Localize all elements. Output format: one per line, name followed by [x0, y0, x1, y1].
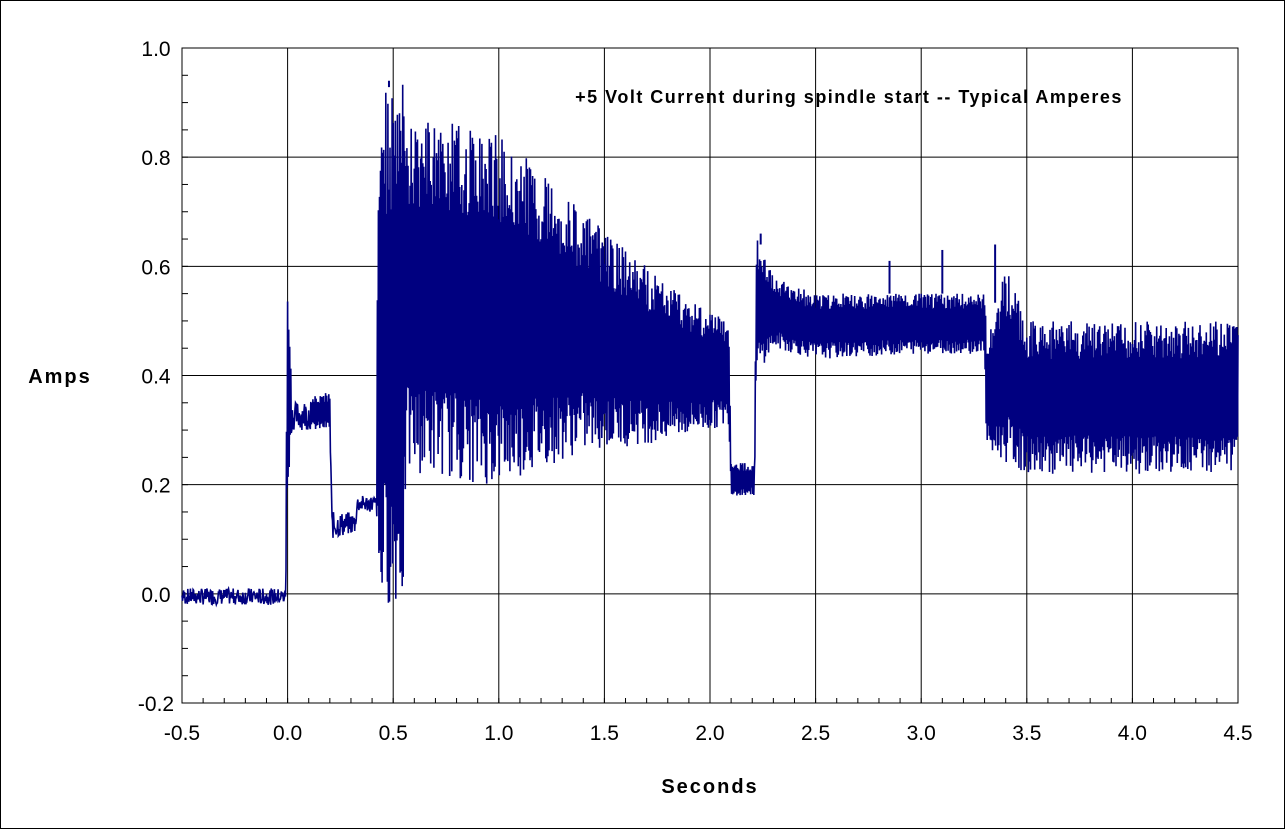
y-tick-label: 0.8: [141, 147, 170, 170]
x-tick-label: 1.5: [590, 722, 619, 745]
current-trace: [181, 84, 1239, 608]
x-tick-label: 2.5: [801, 722, 830, 745]
y-tick-label: -0.2: [138, 693, 174, 716]
y-tick-label: 0.4: [141, 366, 171, 389]
y-tick-label: 1.0: [141, 38, 170, 61]
x-tick-label: 1.0: [484, 722, 513, 745]
chart-title: +5 Volt Current during spindle start -- …: [575, 87, 1123, 107]
data-trace: [181, 80, 1239, 608]
x-axis-title: Seconds: [661, 776, 758, 798]
y-tick-labels: -0.2 0.0 0.2 0.4 0.6 0.8 1.0: [138, 38, 174, 716]
x-tick-label: -0.5: [164, 722, 200, 745]
y-tick-label: 0.0: [141, 584, 170, 607]
x-tick-label: 4.0: [1118, 722, 1147, 745]
x-tick-label: 4.5: [1223, 722, 1252, 745]
x-tick-label: 0.5: [379, 722, 408, 745]
y-tick-label: 0.2: [141, 475, 170, 498]
tick-marks: [181, 47, 1239, 704]
x-tick-labels: -0.5 0.0 0.5 1.0 1.5 2.0 2.5 3.0 3.5 4.0 4.5: [164, 722, 1253, 745]
y-tick-label: 0.6: [141, 256, 170, 279]
x-tick-label: 3.0: [907, 722, 936, 745]
x-tick-label: 0.0: [273, 722, 302, 745]
gridlines: [182, 48, 1238, 703]
y-axis-title: Amps: [28, 366, 92, 388]
x-tick-label: 3.5: [1012, 722, 1041, 745]
x-tick-label: 2.0: [695, 722, 724, 745]
